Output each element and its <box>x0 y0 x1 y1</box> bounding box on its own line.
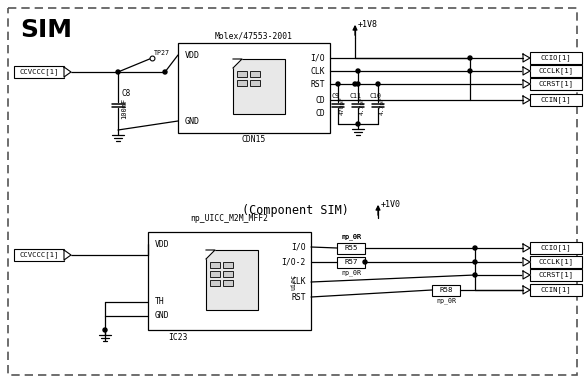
Text: TP27: TP27 <box>154 50 170 56</box>
Circle shape <box>356 82 360 86</box>
Text: VDD: VDD <box>155 239 170 249</box>
Text: 4.7pF: 4.7pF <box>360 97 365 115</box>
Text: CD: CD <box>315 108 325 118</box>
Circle shape <box>163 70 167 74</box>
Polygon shape <box>523 271 530 279</box>
Bar <box>210 271 220 277</box>
Bar <box>14 66 64 78</box>
Bar <box>233 59 285 114</box>
Text: np_0R: np_0R <box>341 270 361 276</box>
Bar <box>223 262 233 268</box>
Text: RST: RST <box>311 80 325 88</box>
Text: CCIO[1]: CCIO[1] <box>541 245 572 251</box>
Circle shape <box>363 260 367 264</box>
Bar <box>530 269 582 281</box>
Text: CD: CD <box>315 95 325 105</box>
Bar <box>237 80 247 86</box>
Polygon shape <box>523 67 530 75</box>
Text: R55: R55 <box>344 245 358 251</box>
Text: I/O-2: I/O-2 <box>281 257 306 267</box>
Text: CDN15: CDN15 <box>242 134 266 144</box>
Bar <box>530 94 582 106</box>
Text: np_0R: np_0R <box>341 233 361 239</box>
Text: R57: R57 <box>344 259 358 265</box>
Bar <box>178 43 330 133</box>
Text: CLK: CLK <box>311 67 325 75</box>
Text: CCVCCC[1]: CCVCCC[1] <box>19 252 58 259</box>
Text: +1V8: +1V8 <box>358 20 378 28</box>
Polygon shape <box>233 59 242 68</box>
Bar <box>250 80 260 86</box>
Bar <box>337 257 365 267</box>
Text: uicc: uicc <box>290 274 296 290</box>
Text: GND: GND <box>155 311 170 321</box>
Text: CCRST[1]: CCRST[1] <box>539 81 573 87</box>
Text: 100nF: 100nF <box>121 97 127 119</box>
Text: CCRST[1]: CCRST[1] <box>539 272 573 278</box>
Text: CCIN[1]: CCIN[1] <box>541 97 572 103</box>
Bar <box>530 284 582 296</box>
Text: CCVCCC[1]: CCVCCC[1] <box>19 69 58 75</box>
Text: CLK: CLK <box>291 278 306 286</box>
Bar <box>530 78 582 90</box>
Text: I/O: I/O <box>311 54 325 62</box>
Circle shape <box>468 56 472 60</box>
Polygon shape <box>523 258 530 266</box>
Text: np_UICC_M2M_MFF2: np_UICC_M2M_MFF2 <box>191 213 269 223</box>
Text: CCCLK[1]: CCCLK[1] <box>539 68 573 74</box>
Text: CCIO[1]: CCIO[1] <box>541 55 572 61</box>
Circle shape <box>116 70 120 74</box>
Circle shape <box>353 82 357 86</box>
Bar <box>337 242 365 254</box>
Circle shape <box>473 260 477 264</box>
Text: (Component SIM): (Component SIM) <box>242 203 349 216</box>
Text: TH: TH <box>155 298 165 306</box>
Circle shape <box>103 328 107 332</box>
Bar <box>530 65 582 77</box>
Bar <box>223 280 233 286</box>
Circle shape <box>473 246 477 250</box>
Text: Molex/47553-2001: Molex/47553-2001 <box>215 31 293 41</box>
Bar <box>530 52 582 64</box>
Circle shape <box>468 69 472 73</box>
Bar <box>530 242 582 254</box>
Circle shape <box>376 82 380 86</box>
Text: C8: C8 <box>121 88 130 98</box>
Bar <box>223 271 233 277</box>
Polygon shape <box>523 80 530 88</box>
Text: IC23: IC23 <box>168 332 188 342</box>
Circle shape <box>473 273 477 277</box>
Bar <box>206 250 258 310</box>
Text: +1V0: +1V0 <box>381 200 401 208</box>
Text: 4.7pF: 4.7pF <box>380 97 385 115</box>
Text: np_0R: np_0R <box>341 233 361 239</box>
Circle shape <box>356 69 360 73</box>
Circle shape <box>356 122 360 126</box>
Text: RST: RST <box>291 293 306 301</box>
Text: np_0R: np_0R <box>436 298 456 304</box>
Bar <box>210 280 220 286</box>
Circle shape <box>336 82 340 86</box>
Polygon shape <box>206 250 215 259</box>
Polygon shape <box>64 67 71 77</box>
Bar <box>250 71 260 77</box>
Polygon shape <box>64 250 71 260</box>
Text: 470pF: 470pF <box>340 97 345 115</box>
Text: I/O: I/O <box>291 242 306 252</box>
Text: CCCLK[1]: CCCLK[1] <box>539 259 573 265</box>
Bar <box>432 285 460 296</box>
Bar <box>210 262 220 268</box>
Text: C11: C11 <box>350 93 362 99</box>
Text: CCIN[1]: CCIN[1] <box>541 286 572 293</box>
Bar <box>14 249 64 261</box>
Text: R58: R58 <box>439 287 453 293</box>
Bar <box>530 256 582 268</box>
Bar <box>148 232 311 330</box>
Bar <box>237 71 247 77</box>
Text: SIM: SIM <box>20 18 72 42</box>
Text: GND: GND <box>185 116 200 126</box>
Text: C9: C9 <box>332 93 340 99</box>
Text: C10: C10 <box>370 93 382 99</box>
Text: VDD: VDD <box>185 51 200 59</box>
